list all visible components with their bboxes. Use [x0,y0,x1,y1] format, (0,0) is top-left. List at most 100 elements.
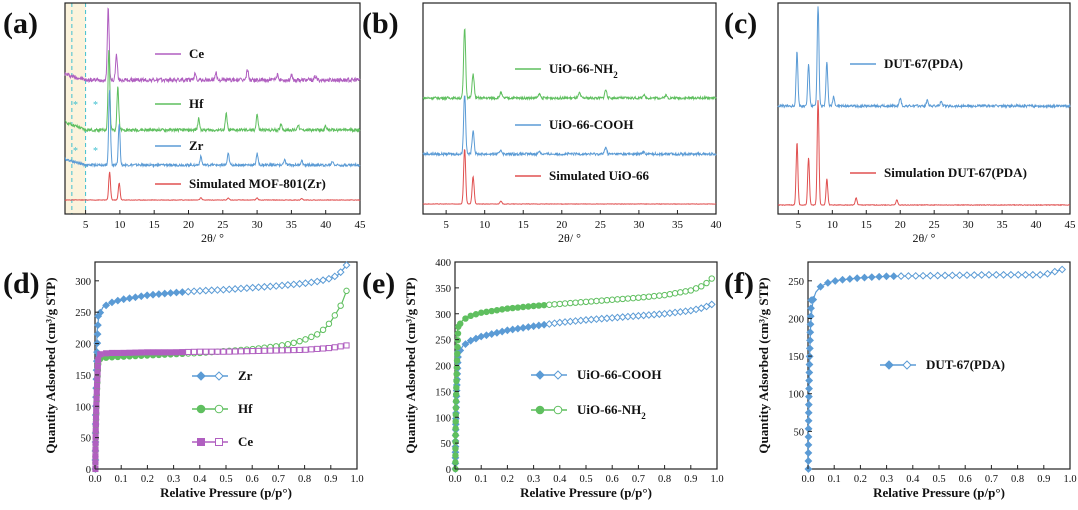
y-tick-label: 150 [788,352,804,363]
data-point [941,271,949,280]
x-tick-label: 0.5 [579,474,592,485]
legend-label: Zr [189,138,204,153]
data-point [336,268,345,277]
x-axis-label: Relative Pressure (p/p°) [520,485,652,500]
data-point [114,349,121,357]
data-point [498,306,506,313]
plot-frame [94,261,358,470]
plot-frame [64,2,361,215]
data-point [290,339,297,347]
data-point [514,304,522,311]
legend-marker [902,360,912,370]
x-tick-label: 0.8 [298,474,311,485]
data-point [167,349,174,356]
data-point [342,261,351,270]
data-point [804,408,813,417]
data-point [804,440,813,449]
legend-marker [535,370,545,380]
legend-marker [197,438,205,446]
legend-label: Ce [238,434,253,449]
data-point [93,388,100,396]
data-point [461,340,470,349]
data-point [149,349,157,356]
xrd-panel-0: Ce Hf Zr Simulated MOF-801(Zr) * * * * 5 10 15 20 25… [64,2,366,245]
series-line [454,303,713,470]
data-point [172,288,181,297]
legend-marker [196,371,206,381]
legend-marker [215,438,223,446]
data-point [677,289,684,296]
panel-letter: (c) [724,7,757,40]
data-point [629,294,637,302]
y-tick-label: 100 [75,402,91,413]
data-point [985,270,993,279]
y-tick-label: 250 [435,336,451,347]
y-axis-label: Quantity Adsorbed (cm³/g STP) [403,277,418,453]
data-point [805,360,814,369]
data-point [273,347,280,354]
data-point [254,283,263,292]
data-point [452,398,460,405]
x-tick-label: 1.0 [710,474,723,485]
x-tick-label: 0.7 [985,474,998,485]
x-tick-label: 0.1 [475,474,488,485]
x-tick-label: 0.3 [527,474,540,485]
x-axis-label: Relative Pressure (p/p°) [160,485,292,500]
legend-marker [196,404,206,414]
data-point [191,348,198,355]
data-point [160,289,169,298]
data-point [519,303,527,311]
x-tick-label: 0.4 [906,474,920,485]
data-point [179,349,186,356]
data-point [608,296,616,303]
x-tick-label: 35 [672,219,684,231]
legend-marker [214,371,224,381]
data-point [889,272,898,281]
data-point [452,425,459,432]
data-point [320,345,327,352]
data-point [598,297,605,304]
data-point [546,301,553,308]
data-point [904,272,913,280]
x-tick-label: 0.9 [684,474,697,485]
y-tick-label: 250 [788,277,804,288]
data-point [202,348,209,355]
data-point [219,285,228,294]
data-point [948,271,957,280]
impurity-marker: * [73,146,78,157]
data-point [93,382,101,389]
data-point [853,274,862,283]
impurity-marker: * [93,146,98,157]
data-point [509,304,516,312]
data-point [845,275,854,283]
data-point [804,432,813,441]
plot-frame [422,2,717,215]
data-point [999,270,1008,279]
legend-marker [214,404,224,414]
x-tick-label: 45 [1065,219,1077,231]
data-point [93,408,100,415]
data-point [97,351,104,358]
data-point [92,421,99,428]
x-tick-label: 0.8 [658,474,671,485]
data-point [95,356,102,364]
data-point [213,286,222,294]
data-point [260,282,269,291]
y-tick-label: 50 [441,439,452,450]
data-point [137,292,146,301]
data-point [196,286,204,295]
data-point [708,275,715,282]
x-tick-label: 0.6 [246,474,259,485]
data-point [255,347,262,354]
panel-letter: (d) [3,267,40,300]
data-point [472,311,480,318]
data-point [325,320,333,328]
panel-letter: (e) [362,267,395,300]
data-point [593,297,600,305]
x-tick-label: 0.6 [959,474,972,485]
data-point [867,273,876,282]
legend-label: Hf [238,401,253,416]
data-point [467,312,474,320]
data-point [173,349,180,356]
x-tick-label: 0.1 [115,474,128,485]
